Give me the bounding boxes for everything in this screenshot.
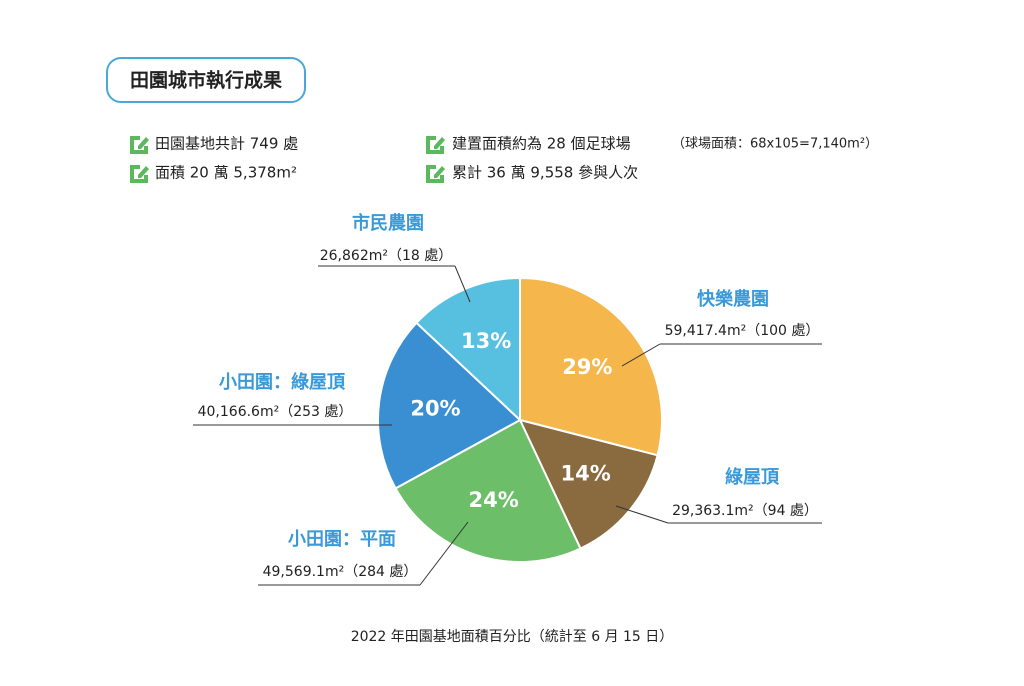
pie-slice <box>519 276 663 457</box>
caption: 2022 年田園基地面積百分比（統計至 6 月 15 日） <box>351 628 674 645</box>
highlight: 累計 36 萬 9,558 參與人次 <box>452 164 638 182</box>
highlight: 建置面積約為 28 個足球場 <box>452 135 631 153</box>
category-detail: 49,569.1m²（284 處） <box>263 564 418 580</box>
highlight: 面積 20 萬 5,378m² <box>155 164 297 182</box>
leader-line <box>454 265 471 303</box>
category-detail: 59,417.4m²（100 處） <box>665 323 820 339</box>
category-detail: 29,363.1m²（94 處） <box>672 503 818 519</box>
leader-line <box>621 343 661 367</box>
slice-percent: 29% <box>562 355 612 379</box>
pie-slice <box>415 276 521 423</box>
category-name: 市民農園 <box>352 212 424 234</box>
pie-slice <box>394 418 582 563</box>
category-detail: 26,862m²（18 處） <box>320 248 453 264</box>
slice-percent: 24% <box>469 488 519 512</box>
category-name: 小田園：平面 <box>288 529 396 550</box>
category-name: 快樂農園 <box>697 288 769 310</box>
slice-percent: 14% <box>561 461 611 485</box>
highlight: 田園基地共計 749 處 <box>155 135 298 153</box>
category-name: 綠屋頂 <box>725 466 780 488</box>
slice-percent: 20% <box>410 396 460 420</box>
pie-slice <box>377 321 522 490</box>
slice-percent: 13% <box>461 329 511 353</box>
category-detail: 40,166.6m²（253 處） <box>198 404 353 420</box>
highlight-note: （球場面積：68x105=7,140m²） <box>672 137 878 152</box>
title: 田園城市執行成果 <box>130 69 282 92</box>
leader-line <box>615 505 669 524</box>
category-name: 小田園：綠屋頂 <box>219 371 346 393</box>
title-box <box>106 57 306 103</box>
leader-line <box>419 521 469 586</box>
bullet-icons <box>130 136 445 183</box>
